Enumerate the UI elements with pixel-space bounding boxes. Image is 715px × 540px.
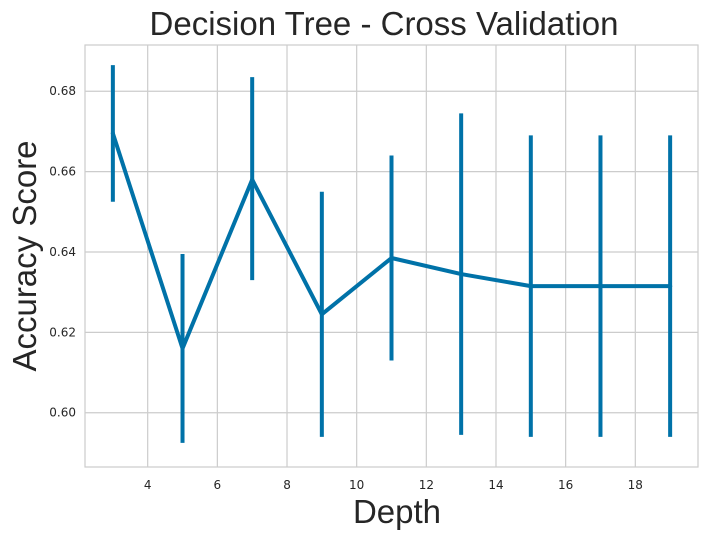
data-point — [110, 131, 115, 136]
x-tick-label: 12 — [419, 478, 434, 492]
x-tick-label: 14 — [488, 478, 503, 492]
data-point — [389, 256, 394, 261]
y-tick-label: 0.64 — [49, 245, 76, 259]
x-tick-label: 10 — [349, 478, 364, 492]
data-point — [459, 272, 464, 277]
x-tick-label: 4 — [144, 478, 152, 492]
x-tick-label: 8 — [283, 478, 291, 492]
data-point — [528, 284, 533, 289]
data-point — [180, 346, 185, 351]
y-axis-ticks: 0.60 0.62 0.64 0.66 0.68 — [49, 84, 76, 420]
data-point — [598, 284, 603, 289]
y-tick-label: 0.62 — [49, 325, 76, 339]
chart-title: Decision Tree - Cross Validation — [150, 5, 619, 42]
data-point — [668, 284, 673, 289]
x-axis-ticks: 4 6 8 10 12 14 16 18 — [144, 478, 643, 492]
series-group — [110, 65, 673, 443]
data-point — [319, 312, 324, 317]
y-tick-label: 0.66 — [49, 165, 76, 179]
y-tick-label: 0.60 — [49, 406, 76, 420]
y-tick-label: 0.68 — [49, 84, 76, 98]
data-point — [250, 177, 255, 182]
x-tick-label: 16 — [558, 478, 573, 492]
x-axis-label: Depth — [353, 493, 441, 530]
x-tick-label: 6 — [214, 478, 222, 492]
y-axis-label: Accuracy Score — [6, 140, 43, 371]
x-tick-label: 18 — [628, 478, 643, 492]
